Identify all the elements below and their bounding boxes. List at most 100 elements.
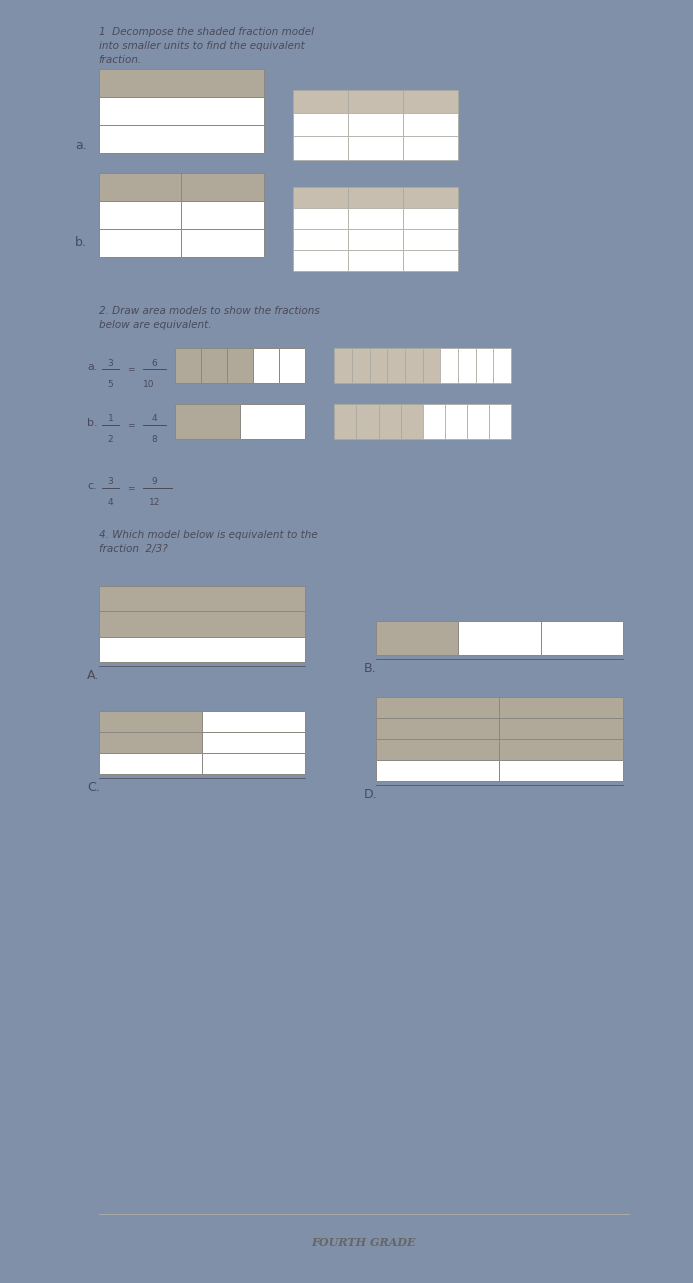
Bar	[335, 404, 356, 439]
Text: D.: D.	[364, 788, 378, 801]
Bar	[493, 348, 511, 384]
Text: c.: c.	[87, 481, 97, 491]
Text: 4: 4	[152, 414, 157, 423]
Bar	[403, 136, 458, 159]
Bar	[98, 69, 264, 96]
Text: =: =	[128, 421, 135, 431]
Bar	[98, 711, 202, 733]
Text: 1: 1	[107, 414, 114, 423]
Text: 4: 4	[107, 498, 114, 507]
Bar	[253, 348, 279, 384]
Text: b.: b.	[87, 418, 98, 429]
Bar	[98, 124, 264, 153]
Text: C.: C.	[87, 781, 100, 794]
Bar	[401, 404, 423, 439]
Bar	[293, 208, 348, 230]
Bar	[348, 90, 403, 113]
Text: 1  Decompose the shaded fraction model
into smaller units to find the equivalent: 1 Decompose the shaded fraction model in…	[98, 27, 314, 65]
Text: 4. Which model below is equivalent to the
fraction  2/3?: 4. Which model below is equivalent to th…	[98, 530, 317, 554]
Bar	[348, 250, 403, 271]
Bar	[98, 753, 202, 774]
Bar	[182, 173, 264, 201]
Bar	[500, 698, 623, 718]
Bar	[445, 404, 467, 439]
Bar	[175, 348, 201, 384]
Bar	[201, 348, 227, 384]
Bar	[240, 404, 305, 439]
Bar	[293, 113, 348, 136]
Bar	[98, 96, 264, 124]
Bar	[403, 113, 458, 136]
Bar	[175, 404, 240, 439]
Text: 10: 10	[143, 380, 155, 389]
Text: 8: 8	[152, 435, 157, 444]
Text: 9: 9	[152, 477, 157, 486]
Bar	[202, 711, 305, 733]
Text: 3: 3	[107, 358, 114, 368]
Bar	[293, 187, 348, 208]
Bar	[348, 230, 403, 250]
Bar	[441, 348, 458, 384]
Bar	[376, 739, 500, 761]
Bar	[356, 404, 378, 439]
Bar	[293, 230, 348, 250]
Text: a.: a.	[87, 362, 98, 372]
Bar	[476, 348, 493, 384]
Bar	[403, 90, 458, 113]
Text: A.: A.	[87, 670, 99, 683]
Bar	[541, 621, 623, 656]
Bar	[348, 113, 403, 136]
Text: b.: b.	[75, 236, 87, 249]
Bar	[348, 187, 403, 208]
Bar	[98, 733, 202, 753]
Bar	[423, 348, 441, 384]
Text: 12: 12	[149, 498, 160, 507]
Bar	[227, 348, 253, 384]
Bar	[378, 404, 401, 439]
Text: 3: 3	[107, 477, 114, 486]
Bar	[348, 136, 403, 159]
Bar	[403, 230, 458, 250]
Bar	[500, 718, 623, 739]
Text: FOURTH GRADE: FOURTH GRADE	[312, 1237, 416, 1248]
Bar	[98, 230, 182, 258]
Bar	[405, 348, 423, 384]
Bar	[500, 761, 623, 781]
Bar	[182, 230, 264, 258]
Bar	[98, 201, 182, 230]
Bar	[352, 348, 370, 384]
Bar	[98, 173, 182, 201]
Bar	[376, 718, 500, 739]
Bar	[376, 761, 500, 781]
Text: a.: a.	[76, 139, 87, 151]
Text: 2. Draw area models to show the fractions
below are equivalent.: 2. Draw area models to show the fraction…	[98, 307, 319, 330]
Bar	[279, 348, 305, 384]
Bar	[500, 739, 623, 761]
Bar	[202, 733, 305, 753]
Bar	[293, 90, 348, 113]
Bar	[376, 621, 458, 656]
Bar	[403, 250, 458, 271]
Bar	[467, 404, 489, 439]
Bar	[98, 585, 305, 611]
Text: 2: 2	[107, 435, 114, 444]
Bar	[387, 348, 405, 384]
Bar	[458, 348, 476, 384]
Bar	[370, 348, 387, 384]
Bar	[403, 208, 458, 230]
Bar	[335, 348, 352, 384]
Text: B.: B.	[364, 662, 376, 675]
Text: 5: 5	[107, 380, 114, 389]
Bar	[458, 621, 541, 656]
Bar	[202, 753, 305, 774]
Bar	[182, 201, 264, 230]
Bar	[376, 698, 500, 718]
Bar	[293, 136, 348, 159]
Bar	[98, 611, 305, 636]
Text: =: =	[128, 484, 135, 494]
Text: =: =	[128, 366, 135, 375]
Bar	[348, 208, 403, 230]
Bar	[423, 404, 445, 439]
Text: 6: 6	[152, 358, 157, 368]
Bar	[403, 187, 458, 208]
